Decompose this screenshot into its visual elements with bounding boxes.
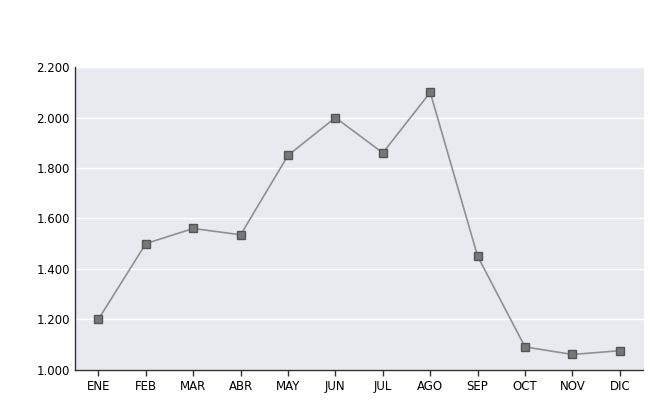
Text: Evolución mensual de los demandantes parados: Evolución mensual de los demandantes par… — [82, 17, 568, 36]
